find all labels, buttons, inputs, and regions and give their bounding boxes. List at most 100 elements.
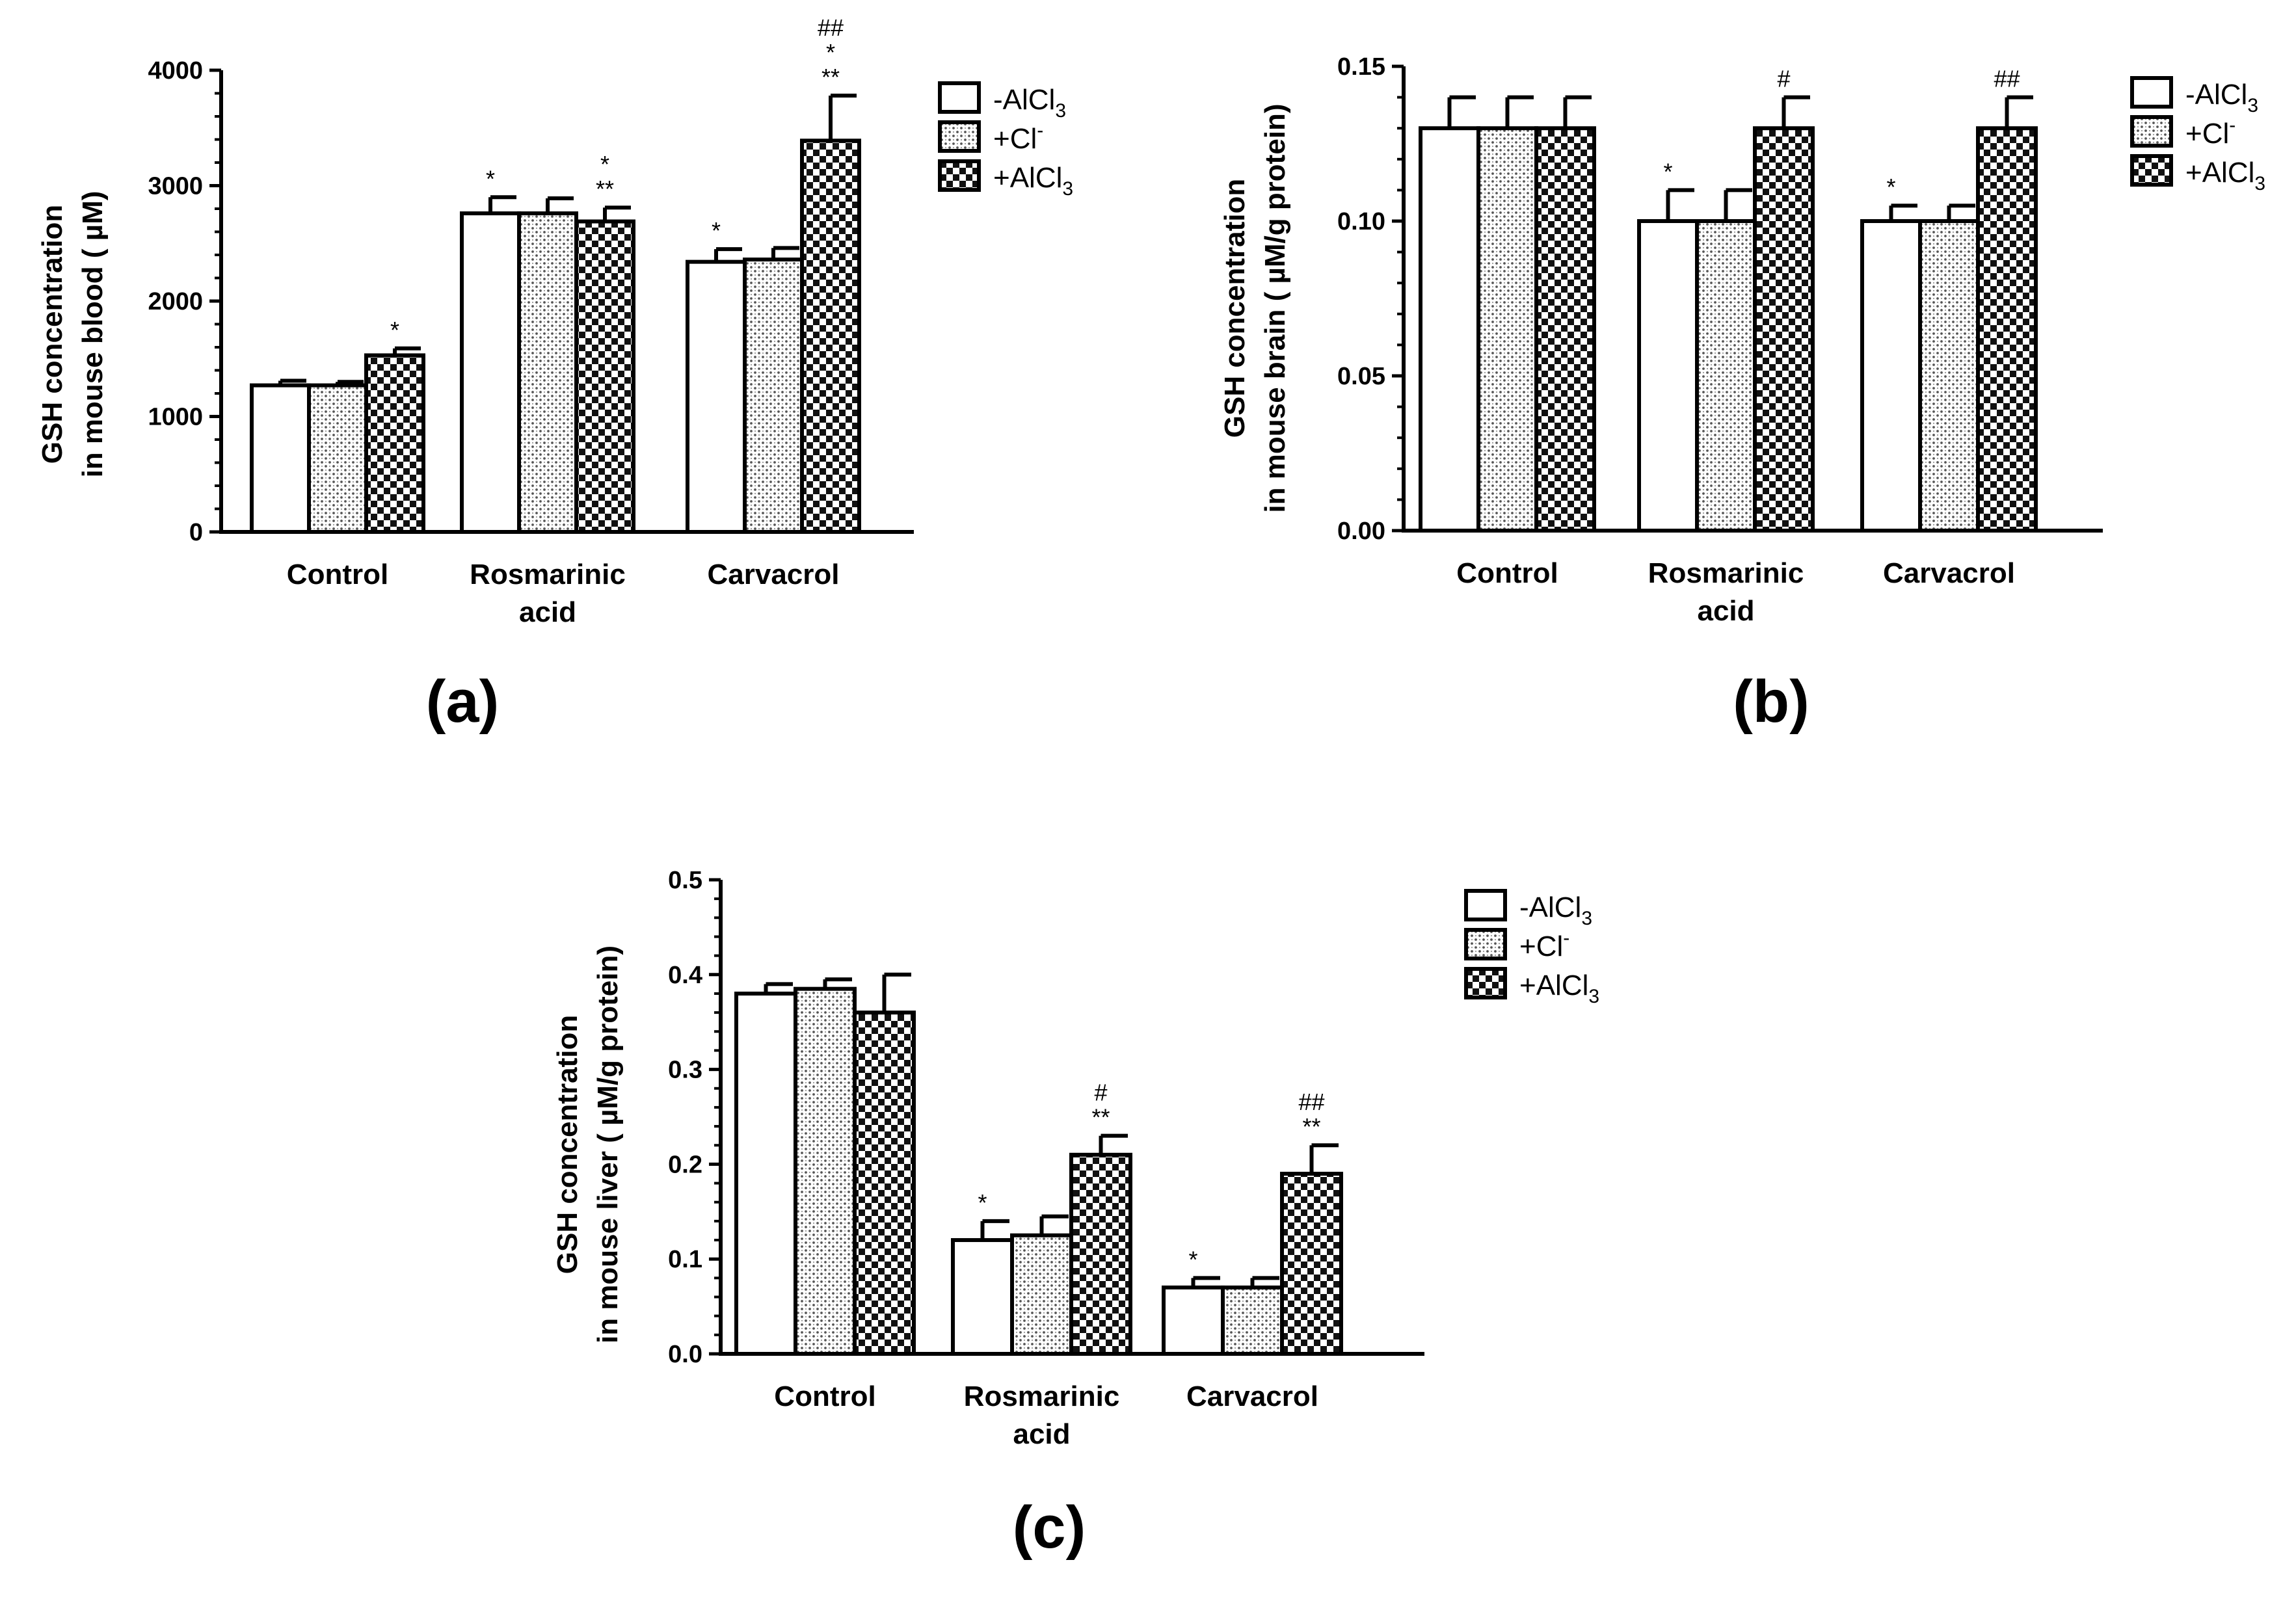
y-axis-label-line2: in mouse brain ( µM/g protein) bbox=[1259, 103, 1291, 512]
legend-label-plus-cl: +Cl- bbox=[1519, 927, 1569, 962]
legend-label-plus-alcl3: +AlCl3 bbox=[2185, 157, 2265, 194]
legend: -AlCl3 +Cl- +AlCl3 bbox=[938, 81, 1073, 200]
bar-control-plus-alcl3 bbox=[364, 353, 425, 534]
bar-carvacrol-plus-cl bbox=[743, 258, 804, 534]
y-tick-label: 0.15 bbox=[1337, 53, 1385, 81]
y-tick-label: 0.2 bbox=[668, 1151, 702, 1178]
legend-swatch-plus-alcl3 bbox=[2130, 154, 2173, 187]
significance-marker: ** bbox=[821, 64, 840, 90]
legend-label-minus-alcl3: -AlCl3 bbox=[2185, 79, 2258, 116]
y-tick-label: 0.3 bbox=[668, 1057, 702, 1084]
significance-marker: ** bbox=[1302, 1113, 1320, 1140]
x-category-label: Rosmarinic bbox=[470, 559, 626, 590]
significance-marker: ** bbox=[596, 176, 614, 202]
bar-carvacrol-plus-cl bbox=[1221, 1285, 1284, 1356]
bar-carvacrol-minus-alcl3 bbox=[686, 259, 747, 534]
significance-marker: # bbox=[1094, 1079, 1107, 1106]
legend-swatch-plus-cl bbox=[938, 120, 981, 153]
x-category-label: acid bbox=[1013, 1418, 1070, 1450]
bar-rosmarinic-acid-plus-alcl3 bbox=[1753, 126, 1815, 533]
legend-swatch-plus-cl bbox=[1464, 928, 1507, 960]
legend: -AlCl3 +Cl- +AlCl3 bbox=[1464, 889, 1599, 1007]
x-category-label: Carvacrol bbox=[707, 559, 839, 590]
significance-marker: * bbox=[600, 151, 609, 178]
bar-carvacrol-minus-alcl3 bbox=[1162, 1285, 1225, 1356]
legend-swatch-minus-alcl3 bbox=[1464, 889, 1507, 921]
y-axis-label-line2: in mouse liver ( µM/g protein) bbox=[592, 945, 624, 1343]
legend-label-plus-cl: +Cl- bbox=[993, 120, 1043, 155]
significance-marker: * bbox=[1886, 174, 1895, 200]
bar-carvacrol-plus-alcl3 bbox=[1280, 1171, 1343, 1356]
x-category-label: Control bbox=[774, 1381, 875, 1412]
legend-label-plus-alcl3: +AlCl3 bbox=[1519, 970, 1599, 1007]
significance-marker: ** bbox=[1091, 1104, 1110, 1131]
y-tick-label: 0 bbox=[189, 519, 203, 546]
chart-panel-b: GSH concentration in mouse brain ( µM/g … bbox=[1219, 53, 2265, 735]
x-category-label: acid bbox=[1697, 595, 1754, 627]
legend-label-plus-cl: +Cl- bbox=[2185, 114, 2236, 150]
bar-rosmarinic-acid-plus-alcl3 bbox=[574, 219, 635, 534]
bar-control-plus-alcl3 bbox=[853, 1011, 916, 1356]
panel-label: (b) bbox=[1733, 668, 1809, 735]
significance-marker: * bbox=[1188, 1246, 1197, 1273]
significance-marker: * bbox=[390, 317, 399, 343]
significance-marker: ## bbox=[1994, 66, 2020, 92]
chart-panel-a: GSH concentration in mouse blood ( µM) (… bbox=[36, 14, 1073, 735]
bar-control-plus-cl bbox=[1476, 126, 1538, 533]
legend-swatch-plus-cl bbox=[2130, 115, 2173, 148]
legend-label-minus-alcl3: -AlCl3 bbox=[993, 84, 1066, 122]
significance-marker: * bbox=[1663, 158, 1672, 185]
y-tick-label: 3000 bbox=[148, 173, 203, 200]
significance-marker: ## bbox=[1298, 1089, 1324, 1115]
legend-swatch-minus-alcl3 bbox=[2130, 76, 2173, 109]
y-axis-label-line2: in mouse blood ( µM) bbox=[77, 191, 109, 478]
x-category-label: Rosmarinic bbox=[964, 1381, 1120, 1412]
bar-rosmarinic-acid-plus-cl bbox=[517, 211, 578, 534]
bar-control-minus-alcl3 bbox=[1419, 126, 1480, 533]
panel-label: (a) bbox=[426, 668, 499, 735]
significance-marker: ## bbox=[818, 14, 844, 41]
y-tick-label: 0.4 bbox=[668, 962, 702, 989]
significance-marker: # bbox=[1777, 66, 1790, 92]
y-tick-label: 0.5 bbox=[668, 867, 702, 894]
significance-marker: * bbox=[486, 165, 495, 192]
x-category-label: Carvacrol bbox=[1883, 557, 2015, 589]
panel-label: (c) bbox=[1013, 1494, 1086, 1561]
bar-control-plus-cl bbox=[794, 986, 857, 1356]
legend: -AlCl3 +Cl- +AlCl3 bbox=[2130, 76, 2265, 194]
bar-rosmarinic-acid-plus-cl bbox=[1010, 1233, 1073, 1356]
x-category-label: Control bbox=[287, 559, 388, 590]
y-tick-label: 1000 bbox=[148, 404, 203, 431]
y-tick-label: 0.05 bbox=[1337, 363, 1385, 390]
y-axis-label-line1: GSH concentration bbox=[1219, 179, 1251, 438]
bar-rosmarinic-acid-minus-alcl3 bbox=[1637, 219, 1699, 533]
bar-carvacrol-plus-cl bbox=[1918, 219, 1980, 533]
legend-swatch-plus-alcl3 bbox=[1464, 967, 1507, 999]
bar-rosmarinic-acid-minus-alcl3 bbox=[460, 211, 521, 534]
legend-swatch-minus-alcl3 bbox=[938, 81, 981, 114]
significance-marker: * bbox=[978, 1189, 987, 1216]
bar-carvacrol-plus-alcl3 bbox=[1976, 126, 2038, 533]
bar-carvacrol-minus-alcl3 bbox=[1860, 219, 1922, 533]
bar-rosmarinic-acid-plus-cl bbox=[1695, 219, 1757, 533]
x-category-label: acid bbox=[519, 596, 576, 628]
significance-marker: * bbox=[826, 39, 835, 66]
bar-control-minus-alcl3 bbox=[734, 991, 797, 1356]
bar-control-minus-alcl3 bbox=[250, 383, 311, 535]
x-category-label: Rosmarinic bbox=[1648, 557, 1804, 589]
legend-swatch-plus-alcl3 bbox=[938, 159, 981, 192]
y-tick-label: 4000 bbox=[148, 57, 203, 85]
legend-label-minus-alcl3: -AlCl3 bbox=[1519, 892, 1592, 929]
chart-panel-c: GSH concentration in mouse liver ( µM/g … bbox=[552, 867, 1599, 1561]
legend-label-plus-alcl3: +AlCl3 bbox=[993, 162, 1073, 200]
y-tick-label: 0.10 bbox=[1337, 208, 1385, 235]
bar-carvacrol-plus-alcl3 bbox=[800, 139, 861, 534]
bar-rosmarinic-acid-plus-alcl3 bbox=[1069, 1152, 1132, 1356]
bar-control-plus-alcl3 bbox=[1534, 126, 1596, 533]
y-tick-label: 0.0 bbox=[668, 1341, 702, 1368]
y-tick-label: 0.1 bbox=[668, 1246, 702, 1273]
significance-marker: * bbox=[712, 217, 721, 244]
y-tick-label: 0.00 bbox=[1337, 518, 1385, 545]
y-tick-label: 2000 bbox=[148, 288, 203, 315]
